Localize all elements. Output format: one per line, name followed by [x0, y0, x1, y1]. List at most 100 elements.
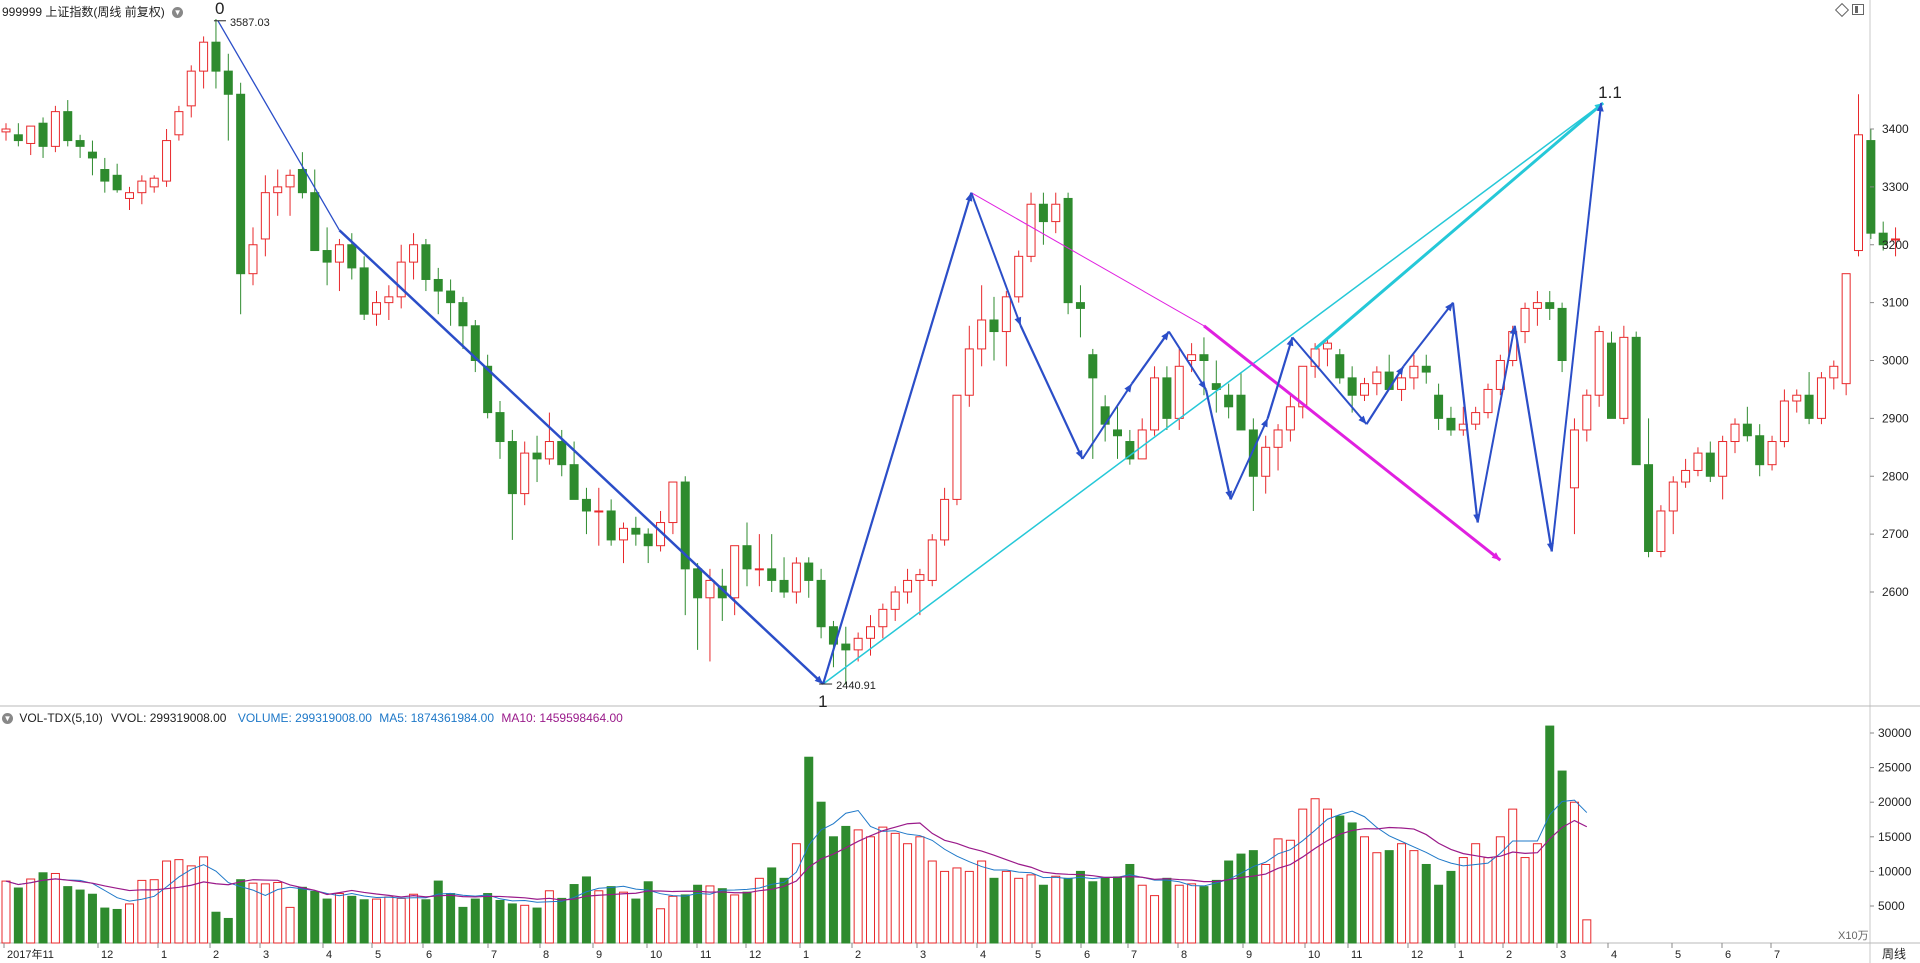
candle-body: [940, 498, 950, 541]
candle-body: [359, 267, 369, 315]
time-tick-label: 5: [1675, 949, 1681, 961]
volume-bar: [1508, 808, 1518, 944]
volume-bar: [594, 890, 604, 944]
wave-arrow-main: [338, 229, 824, 685]
candle-body: [1854, 134, 1863, 252]
main-panel-title: 999999 上证指数(周线 前复权): [2, 5, 165, 19]
price-tick-label: 3300: [1882, 180, 1909, 194]
candle-body: [1607, 342, 1616, 419]
wave-arrow-leg-head: [1396, 366, 1404, 376]
time-tick-label: 9: [596, 949, 602, 961]
volume-bar: [310, 890, 320, 944]
volume-bar: [1360, 836, 1369, 944]
time-tick-label: 12: [749, 949, 761, 961]
volume-bar: [1162, 877, 1172, 944]
cyan-arrow-upper: [1314, 101, 1605, 351]
candle-body: [1, 128, 11, 133]
candle-body: [470, 325, 480, 361]
time-tick-label: 8: [543, 949, 549, 961]
candle-body: [310, 192, 320, 252]
candle-body: [1347, 377, 1357, 396]
candle-body: [890, 591, 900, 610]
candle-body: [137, 180, 147, 194]
volume-bar: [396, 897, 406, 944]
period-label: 周线: [1882, 947, 1906, 961]
candle-body: [1705, 452, 1715, 477]
panel-toggle-icon[interactable]: [1852, 4, 1864, 15]
volume-bar: [1100, 877, 1110, 944]
volume-bar: [606, 886, 616, 944]
volume-bar: [1, 880, 11, 944]
volume-bar: [569, 884, 579, 944]
time-tick-label: 4: [980, 949, 986, 961]
candle-body: [977, 319, 987, 350]
candle-body: [903, 579, 913, 593]
volume-bar: [878, 826, 888, 944]
volume-panel-title-bar: ▼ VOL-TDX(5,10) VVOL: 299319008.00 VOLUM…: [2, 711, 623, 725]
candle-body: [1532, 302, 1542, 309]
volume-bar: [643, 881, 653, 944]
volume-bar: [1261, 863, 1271, 944]
time-tick-label: 12: [1411, 949, 1423, 961]
candle-body: [372, 302, 381, 315]
wave-arrow-leg: [1081, 383, 1133, 460]
volume-bar: [1446, 870, 1456, 944]
volume-bar: [372, 898, 381, 944]
volume-bar: [1187, 883, 1197, 944]
volume-bar: [1347, 822, 1357, 944]
volume-bar: [581, 876, 591, 944]
time-tick-label: 5: [375, 949, 381, 961]
volume-bar: [470, 898, 480, 944]
volume-bar: [754, 877, 764, 944]
volume-bar: [1471, 843, 1481, 944]
ma5-line: [5, 799, 1588, 903]
time-tick-label: 10: [1308, 949, 1320, 961]
candle-body: [75, 140, 85, 147]
wave-arrow-leg: [1365, 365, 1405, 425]
volume-bar: [347, 895, 357, 944]
volume-bar: [631, 898, 641, 944]
candle-body: [1495, 360, 1505, 390]
candle-body: [1693, 452, 1703, 471]
candle-body: [1174, 365, 1184, 419]
volume-label: VOLUME: 299319008.00: [237, 711, 372, 725]
candle-body: [26, 125, 36, 144]
candle-body: [1137, 429, 1147, 460]
chevron-down-icon[interactable]: ▼: [2, 713, 13, 725]
wave-arrow-leg: [970, 192, 1022, 327]
candle-body: [1841, 273, 1851, 385]
volume-bar: [1150, 895, 1160, 944]
candle-body: [779, 579, 789, 593]
time-tick-label: 12: [101, 949, 113, 961]
volume-bar: [223, 917, 233, 944]
time-tick-label: 2: [213, 949, 219, 961]
candle-body: [112, 174, 122, 191]
candle-body: [285, 174, 295, 188]
candle-body: [186, 70, 196, 107]
volume-bar: [767, 867, 777, 944]
candle-body: [680, 481, 690, 570]
volume-bar: [866, 836, 875, 944]
ma5-label: MA5: 1874361984.00: [379, 711, 495, 725]
wave-arrow-leg-head: [965, 192, 973, 202]
candle-body: [421, 244, 431, 280]
candle-body: [520, 452, 530, 495]
chevron-down-icon[interactable]: ▼: [172, 7, 184, 19]
candle-body: [1298, 365, 1308, 408]
price-tick-label: 3000: [1882, 354, 1909, 368]
volume-bar: [1483, 857, 1493, 944]
candle-body: [1026, 203, 1036, 257]
candle-body: [1582, 394, 1592, 431]
candle-body: [1668, 481, 1678, 512]
wave-arrow-leg-head: [1014, 316, 1022, 326]
wave-label-1-1: 1.1: [1598, 83, 1622, 102]
wave-arrow-leg-head: [1445, 302, 1453, 312]
candle-body: [1063, 197, 1073, 304]
volume-bar: [940, 870, 950, 944]
volume-bar: [1397, 843, 1407, 944]
candle-body: [162, 140, 172, 182]
time-tick-label: 4: [1611, 949, 1617, 961]
volume-bar: [409, 893, 419, 944]
